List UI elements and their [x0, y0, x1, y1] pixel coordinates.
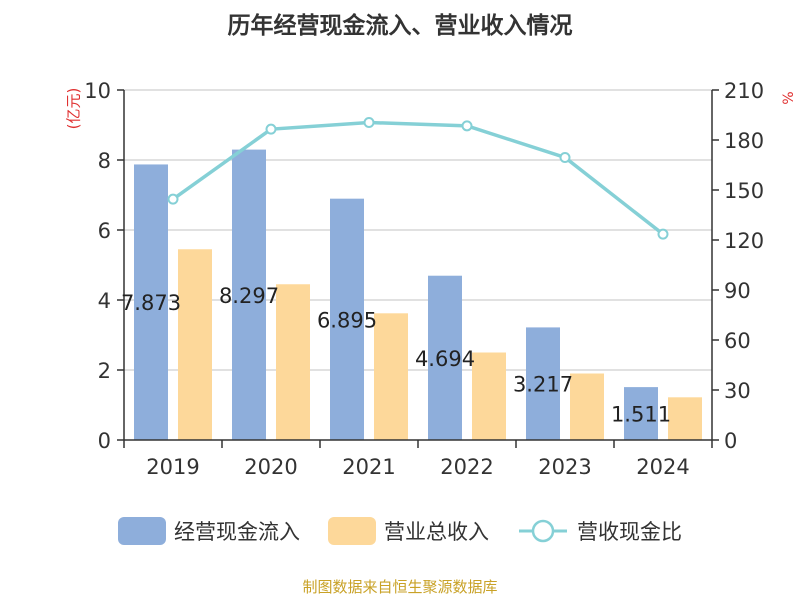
bar-cash-inflow	[526, 327, 560, 440]
bar-cash-inflow	[232, 149, 266, 441]
legend-label-revenue: 营业总收入	[384, 520, 489, 544]
bar-revenue	[276, 284, 310, 440]
left-axis-tick-label: 2	[98, 359, 111, 383]
bar-revenue	[570, 373, 604, 440]
data-label-cash-inflow: 4.694	[415, 347, 475, 371]
left-axis-tick-label: 4	[98, 289, 111, 313]
x-axis-tick-label: 2020	[244, 455, 297, 479]
bar-cash-inflow	[624, 387, 658, 440]
data-label-cash-inflow: 6.895	[317, 308, 377, 332]
legend-item-ratio[interactable]: 营收现金比	[517, 516, 682, 546]
data-label-cash-inflow: 7.873	[121, 291, 181, 315]
left-axis-tick-label: 8	[98, 149, 111, 173]
data-label-cash-inflow: 8.297	[219, 284, 279, 308]
legend-item-cash-inflow[interactable]: 经营现金流入	[118, 516, 300, 546]
ratio-point	[461, 120, 473, 132]
ratio-point	[559, 152, 571, 163]
right-axis-tick-label: 0	[724, 429, 737, 453]
bar-cash-inflow	[428, 275, 462, 440]
x-axis-tick-label: 2023	[538, 455, 591, 479]
legend-swatch-ratio	[519, 519, 567, 543]
ratio-point	[657, 228, 669, 240]
bar-revenue	[178, 249, 212, 440]
legend-swatch-cash-inflow	[118, 517, 166, 545]
ratio-point	[265, 123, 277, 135]
data-source: 制图数据来自恒生聚源数据库	[302, 578, 498, 596]
legend-label-cash-inflow: 经营现金流入	[174, 520, 300, 544]
legend-label-ratio: 营收现金比	[577, 520, 682, 544]
bar-cash-inflow	[330, 198, 364, 440]
x-axis-tick-label: 2021	[342, 455, 395, 479]
chart-title: 历年经营现金流入、营业收入情况	[227, 13, 573, 39]
legend-swatch-revenue	[328, 517, 376, 545]
left-axis-tick-label: 0	[98, 429, 111, 453]
legend-item-revenue[interactable]: 营业总收入	[328, 516, 489, 546]
left-axis-tick-label: 10	[84, 79, 111, 103]
right-axis-tick-label: 30	[724, 379, 751, 403]
right-axis-tick-label: 90	[724, 279, 751, 303]
data-label-cash-inflow: 1.511	[611, 403, 671, 427]
x-axis-tick-label: 2024	[636, 455, 689, 479]
legend: 经营现金流入 营业总收入 营收现金比	[0, 516, 800, 546]
right-axis-tick-label: 60	[724, 329, 751, 353]
left-axis-tick-label: 6	[98, 219, 111, 243]
bar-revenue	[374, 313, 408, 440]
data-label-cash-inflow: 3.217	[513, 373, 573, 397]
right-axis-tick-label: 120	[724, 229, 764, 253]
right-axis-tick-label: 180	[724, 129, 764, 153]
bar-revenue	[668, 397, 702, 440]
right-axis-tick-label: 150	[724, 179, 764, 203]
ratio-point	[167, 193, 179, 205]
ratio-line	[171, 120, 665, 236]
x-axis-tick-label: 2022	[440, 455, 493, 479]
bar-cash-inflow	[134, 164, 168, 440]
ratio-point	[363, 117, 375, 128]
bar-revenue	[472, 352, 506, 440]
x-axis-tick-label: 2019	[146, 455, 199, 479]
right-axis-tick-label: 210	[724, 79, 764, 103]
